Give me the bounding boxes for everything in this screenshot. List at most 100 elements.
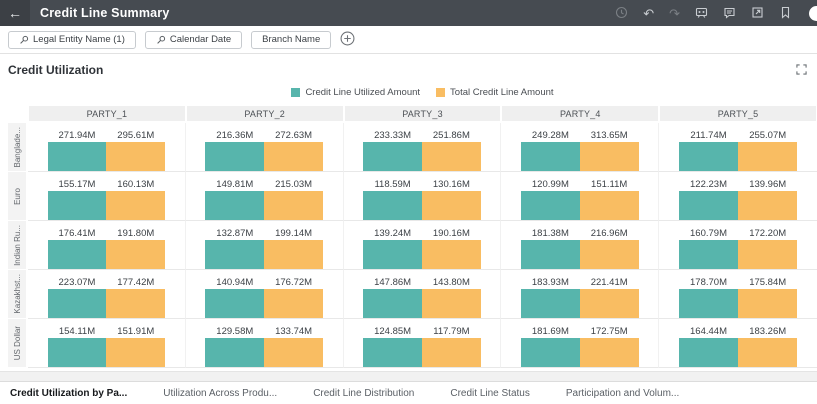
- total-bar[interactable]: [579, 142, 639, 171]
- chart-cell[interactable]: 160.79M 172.20M: [659, 221, 817, 270]
- chart-cell[interactable]: 147.86M 143.80M: [343, 270, 502, 319]
- total-bar[interactable]: [264, 142, 323, 171]
- tab-participation-and-volum[interactable]: Participation and Volum...: [565, 387, 680, 399]
- chart-cell[interactable]: 139.24M 190.16M: [343, 221, 502, 270]
- chart-cell[interactable]: 164.44M 183.26M: [659, 319, 817, 368]
- chart-cell[interactable]: 249.28M 313.65M: [501, 123, 660, 172]
- chart-cell[interactable]: 181.38M 216.96M: [501, 221, 660, 270]
- total-bar[interactable]: [421, 289, 481, 318]
- comment-button[interactable]: [723, 6, 736, 21]
- chart-cell[interactable]: 271.94M 295.61M: [28, 123, 186, 172]
- total-bar[interactable]: [264, 240, 323, 269]
- avatar[interactable]: [809, 5, 817, 21]
- legend-item-total[interactable]: Total Credit Line Amount: [436, 87, 554, 98]
- utilized-bar[interactable]: [363, 289, 422, 318]
- total-bar[interactable]: [106, 191, 166, 220]
- tab-credit-utilization-by-pa[interactable]: Credit Utilization by Pa...: [10, 387, 128, 399]
- chart-cell[interactable]: 176.41M 191.80M: [28, 221, 186, 270]
- utilized-bar[interactable]: [205, 240, 265, 269]
- utilized-bar[interactable]: [47, 289, 107, 318]
- utilized-bar[interactable]: [520, 240, 580, 269]
- utilized-bar[interactable]: [205, 338, 265, 367]
- utilized-bar[interactable]: [47, 191, 107, 220]
- credit-utilization-panel: Credit Utilization Credit Line Utilized …: [0, 54, 817, 371]
- utilized-bar[interactable]: [520, 338, 580, 367]
- total-bar[interactable]: [264, 338, 323, 367]
- expand-button[interactable]: [796, 63, 807, 78]
- utilized-bar[interactable]: [205, 289, 265, 318]
- chart-cell[interactable]: 211.74M 255.07M: [659, 123, 817, 172]
- utilized-bar[interactable]: [363, 240, 422, 269]
- chart-cell[interactable]: 233.33M 251.86M: [343, 123, 502, 172]
- chart-cell[interactable]: 129.58M 133.74M: [185, 319, 344, 368]
- chart-cell[interactable]: 140.94M 176.72M: [185, 270, 344, 319]
- total-bar[interactable]: [264, 191, 323, 220]
- filter-pill-calendar-date[interactable]: Calendar Date: [144, 30, 243, 49]
- add-filter-button[interactable]: [340, 31, 355, 49]
- chart-cell[interactable]: 124.85M 117.79M: [343, 319, 502, 368]
- chart-cell[interactable]: 223.07M 177.42M: [28, 270, 186, 319]
- total-bar[interactable]: [738, 142, 798, 171]
- chart-cell[interactable]: 183.93M 221.41M: [501, 270, 660, 319]
- chart-cell[interactable]: 178.70M 175.84M: [659, 270, 817, 319]
- total-bar[interactable]: [579, 338, 639, 367]
- total-bar[interactable]: [421, 338, 481, 367]
- total-bar[interactable]: [421, 191, 481, 220]
- total-bar[interactable]: [738, 191, 798, 220]
- total-bar[interactable]: [579, 289, 639, 318]
- total-bar[interactable]: [738, 338, 798, 367]
- bookmark-button[interactable]: [779, 6, 792, 21]
- total-bar[interactable]: [421, 142, 481, 171]
- undo-button[interactable]: ↶: [643, 7, 654, 20]
- tab-credit-line-status[interactable]: Credit Line Status: [450, 387, 530, 399]
- utilized-bar[interactable]: [520, 289, 580, 318]
- back-button[interactable]: ←: [0, 0, 30, 26]
- tab-credit-line-distribution[interactable]: Credit Line Distribution: [313, 387, 415, 399]
- total-value-label: 191.80M: [117, 228, 155, 239]
- chart-cell[interactable]: 149.81M 215.03M: [185, 172, 344, 221]
- present-button[interactable]: [695, 6, 708, 21]
- chart-cell[interactable]: 154.11M 151.91M: [28, 319, 186, 368]
- utilized-bar[interactable]: [520, 142, 580, 171]
- total-bar[interactable]: [106, 289, 166, 318]
- filter-pill-branch-name[interactable]: Branch Name: [251, 30, 332, 49]
- chart-cell[interactable]: 155.17M 160.13M: [28, 172, 186, 221]
- chart-cell[interactable]: 118.59M 130.16M: [343, 172, 502, 221]
- total-bar[interactable]: [738, 289, 798, 318]
- open-in-new-button[interactable]: [751, 6, 764, 21]
- utilized-bar[interactable]: [47, 338, 107, 367]
- total-bar[interactable]: [106, 338, 166, 367]
- utilized-bar[interactable]: [47, 142, 107, 171]
- utilized-bar[interactable]: [47, 240, 107, 269]
- utilized-bar-group: 233.33M: [363, 130, 422, 171]
- total-bar[interactable]: [264, 289, 323, 318]
- utilized-bar[interactable]: [363, 338, 422, 367]
- utilized-bar[interactable]: [205, 191, 265, 220]
- total-bar[interactable]: [579, 191, 639, 220]
- tab-utilization-across-produ[interactable]: Utilization Across Produ...: [163, 387, 278, 399]
- total-bar[interactable]: [106, 142, 166, 171]
- history-button[interactable]: [615, 6, 628, 21]
- chart-cell[interactable]: 132.87M 199.14M: [185, 221, 344, 270]
- filter-pill-legal-entity-name-1[interactable]: Legal Entity Name (1): [8, 30, 136, 49]
- utilized-bar[interactable]: [678, 289, 739, 318]
- chart-cell[interactable]: 120.99M 151.11M: [501, 172, 660, 221]
- utilized-bar[interactable]: [520, 191, 580, 220]
- total-bar[interactable]: [421, 240, 481, 269]
- total-bar[interactable]: [579, 240, 639, 269]
- redo-button[interactable]: ↷: [669, 7, 680, 20]
- chart-cell[interactable]: 181.69M 172.75M: [501, 319, 660, 368]
- total-bar[interactable]: [106, 240, 166, 269]
- utilized-bar[interactable]: [678, 240, 739, 269]
- utilized-value-label: 216.36M: [216, 130, 254, 141]
- utilized-bar[interactable]: [678, 191, 739, 220]
- chart-cell[interactable]: 122.23M 139.96M: [659, 172, 817, 221]
- chart-cell[interactable]: 216.36M 272.63M: [185, 123, 344, 172]
- utilized-bar[interactable]: [678, 142, 739, 171]
- utilized-bar[interactable]: [678, 338, 739, 367]
- utilized-bar[interactable]: [363, 142, 422, 171]
- utilized-bar[interactable]: [205, 142, 265, 171]
- utilized-bar[interactable]: [363, 191, 422, 220]
- legend-item-utilized[interactable]: Credit Line Utilized Amount: [291, 87, 420, 98]
- total-bar[interactable]: [738, 240, 798, 269]
